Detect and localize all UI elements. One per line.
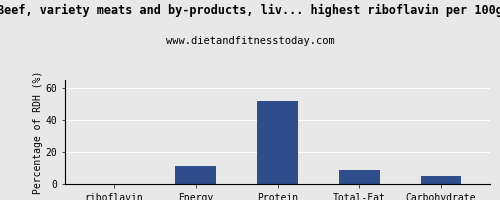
Text: www.dietandfitnesstoday.com: www.dietandfitnesstoday.com bbox=[166, 36, 334, 46]
Bar bbox=[339, 170, 380, 184]
Bar bbox=[176, 166, 216, 184]
Text: Beef, variety meats and by-products, liv... highest riboflavin per 100g: Beef, variety meats and by-products, liv… bbox=[0, 4, 500, 17]
Bar bbox=[257, 101, 298, 184]
Bar bbox=[420, 176, 462, 184]
Y-axis label: Percentage of RDH (%): Percentage of RDH (%) bbox=[33, 70, 43, 194]
